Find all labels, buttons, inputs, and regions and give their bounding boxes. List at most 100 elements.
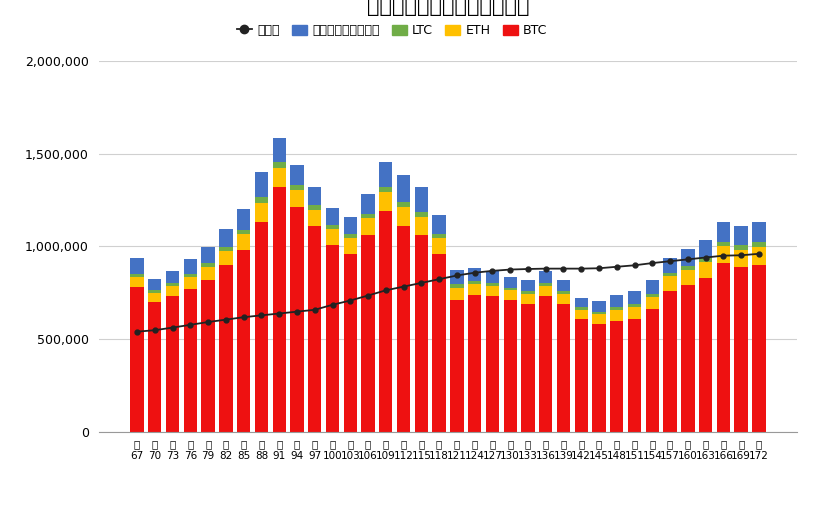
Bar [539,285,552,297]
Bar [290,185,303,190]
Bar [610,295,623,307]
Bar [219,265,233,432]
Bar [521,280,534,291]
投賄額 [399,283,409,290]
Bar [521,294,534,304]
投賄額 [648,260,658,266]
投賄額 [754,251,764,257]
投賄額 [558,266,568,272]
Bar [183,289,197,432]
Bar [379,192,392,211]
Bar [414,212,428,217]
Bar [504,300,517,432]
Bar [645,280,659,294]
投賄額 [168,325,178,331]
投賄額 [523,266,533,272]
Bar [486,297,499,432]
投賄額 [737,252,746,259]
Bar [575,298,588,307]
Legend: 投賄額, その他アルトコイン, LTC, ETH, BTC: 投賄額, その他アルトコイン, LTC, ETH, BTC [232,19,552,42]
Bar [148,302,161,432]
投賄額 [434,276,444,282]
Bar [681,285,695,432]
Bar [752,265,765,432]
Bar [752,242,765,247]
Bar [450,270,464,284]
Bar [273,168,286,187]
Bar [397,202,410,207]
Bar [504,291,517,300]
Bar [450,300,464,432]
Bar [148,279,161,290]
Bar [556,294,570,304]
Bar [735,267,748,432]
Bar [450,284,464,288]
Bar [556,304,570,432]
投賄額 [150,327,159,333]
Bar [628,304,641,307]
Bar [362,213,375,218]
Bar [414,187,428,212]
Bar [735,226,748,245]
Bar [717,263,730,432]
投賄額 [328,302,338,308]
Bar [735,249,748,267]
Bar [237,230,251,234]
投賄額 [275,310,284,316]
Bar [593,301,606,312]
Bar [468,284,482,295]
Bar [486,271,499,283]
Bar [556,279,570,291]
Bar [717,223,730,242]
Bar [539,271,552,283]
Bar [166,286,179,297]
Bar [219,251,233,265]
投賄額 [310,307,320,313]
Bar [593,314,606,324]
Bar [628,292,641,304]
Bar [290,165,303,185]
Bar [183,274,197,277]
投賄額 [256,312,266,319]
Bar [752,222,765,242]
投賄額 [469,270,479,276]
Bar [414,235,428,432]
Bar [681,266,695,270]
投賄額 [292,308,302,314]
投賄額 [186,322,196,328]
Bar [575,319,588,432]
投賄額 [345,298,355,304]
Bar [468,268,482,281]
Bar [344,217,357,234]
Bar [237,234,251,250]
Bar [166,297,179,432]
Bar [397,226,410,432]
Line: 投賄額: 投賄額 [135,251,761,334]
Bar [379,186,392,192]
Bar [752,247,765,265]
Bar [326,225,339,229]
Bar [201,267,215,280]
Bar [290,207,303,432]
Bar [432,234,446,238]
Bar [468,295,482,432]
Bar [362,194,375,213]
Bar [575,310,588,319]
Bar [148,290,161,293]
Bar [539,283,552,285]
Bar [290,190,303,207]
Bar [131,277,144,287]
Bar [717,242,730,246]
Bar [166,283,179,286]
投賄額 [594,265,604,271]
Bar [486,285,499,297]
Bar [663,258,677,273]
Bar [681,249,695,266]
Bar [326,244,339,432]
投賄額 [381,288,390,294]
Bar [432,215,446,234]
Bar [379,162,392,186]
Bar [255,203,268,223]
Bar [308,210,321,226]
投賄額 [665,258,675,264]
